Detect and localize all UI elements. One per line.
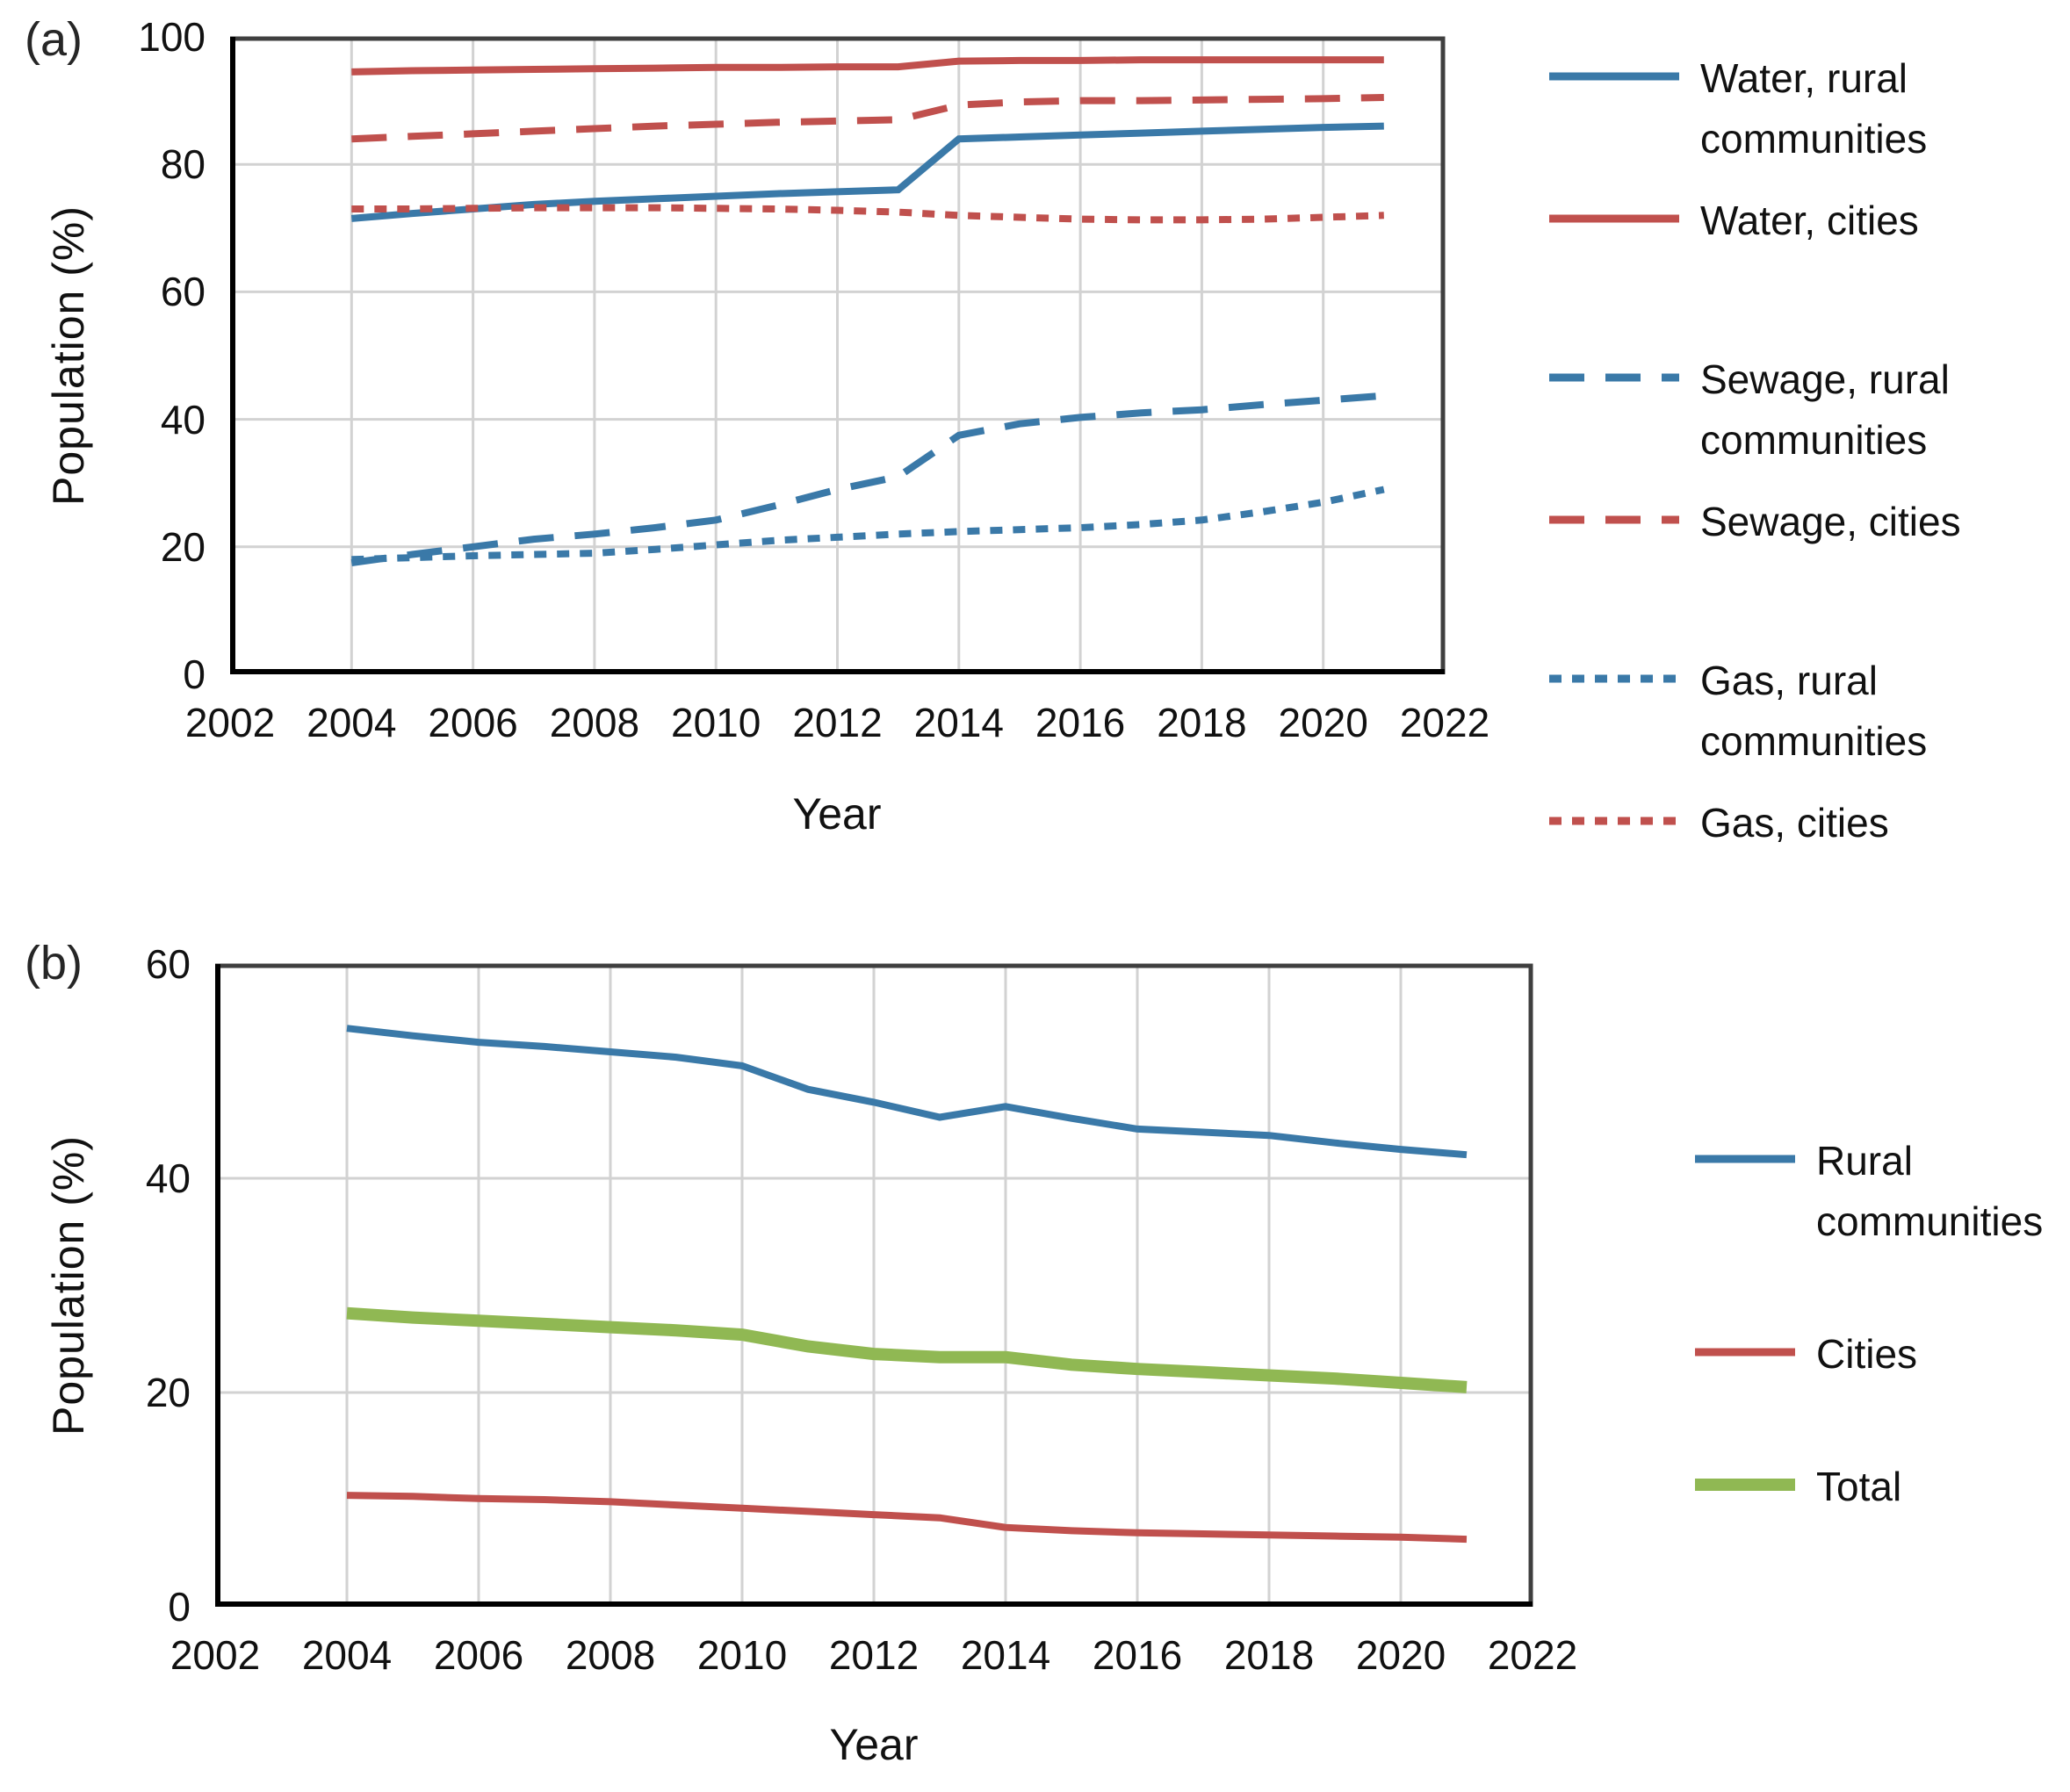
legend-label: Gas, rural communities [1700,658,1928,764]
legend-label: Water, cities [1700,198,1919,243]
legend-entry: Gas, cities [1547,793,2066,853]
y-tick-label: 60 [145,941,191,987]
x-tick-label: 2010 [696,1632,788,1678]
series-line-gas-cities [351,204,1384,224]
legend-entry: Sewage, cities [1547,492,2066,552]
y-tick-label: 20 [160,523,206,570]
x-tick-label: 2016 [1035,700,1126,745]
line-chart-b [215,963,1533,1607]
y-tick-label: 0 [168,1584,191,1630]
series-line-sewage-cities [351,94,1384,143]
legend-entry: Total [1693,1457,2062,1517]
series-line-total [346,1306,1468,1393]
legend-entry: Cities [1693,1324,2062,1385]
panel-a-label: (a) [25,13,83,66]
legend-entry: Water, rural communities [1547,48,2066,169]
x-tick-label: 2008 [565,1632,656,1678]
x-tick-label: 2010 [671,700,761,745]
series-line-gas-rural-communities [351,486,1385,564]
series-line-water-cities [351,56,1384,76]
x-tick-label: 2014 [960,1632,1051,1678]
legend-line-swatch [1695,1155,1795,1163]
legend-label: Sewage, rural communities [1700,356,1950,463]
x-axis-title-a: Year [792,789,882,838]
legend-line-swatch [1549,515,1679,524]
y-axis-title-a: Population (%) [44,205,93,506]
legend-line-swatch [1549,373,1679,382]
legend-entry: Gas, rural communities [1547,651,2066,772]
series-line-cities [346,1492,1468,1544]
legend-line-swatch [1695,1348,1795,1357]
legend-label: Gas, cities [1700,800,1889,846]
legend-line-swatch [1549,72,1679,81]
legend-a: Water, rural communities Water, cities Sewa… [1547,48,2066,874]
legend-line-swatch [1695,1479,1795,1491]
x-tick-label: 2008 [549,700,640,745]
y-tick-label: 80 [160,141,206,188]
legend-label: Sewage, cities [1700,499,1961,544]
y-tick-label: 40 [160,396,206,443]
y-tick-label: 20 [145,1370,191,1415]
x-tick-label: 2006 [433,1632,524,1678]
legend-line-swatch [1549,214,1679,223]
legend-b: Rural communities Cities Total [1693,1131,2062,1538]
x-tick-label: 2004 [301,1632,393,1678]
x-tick-label: 2020 [1278,700,1368,745]
legend-label: Rural communities [1816,1138,2044,1244]
y-tick-label: 60 [160,269,206,315]
y-tick-label: 0 [183,651,206,697]
line-chart-a [230,36,1446,674]
x-tick-label: 2006 [428,700,518,745]
x-tick-label: 2004 [307,700,397,745]
x-tick-label: 2020 [1355,1632,1446,1678]
legend-line-swatch [1549,674,1679,683]
panel-b-label: (b) [25,937,83,990]
x-tick-label: 2012 [828,1632,920,1678]
legend-entry: Water, cities [1547,191,2066,251]
legend-line-swatch [1549,817,1679,825]
x-tick-label: 2022 [1487,1632,1578,1678]
plot-border [215,963,1533,1607]
x-tick-label: 2022 [1399,700,1490,745]
legend-entry: Rural communities [1693,1131,2062,1252]
axis-lines [230,37,1445,674]
legend-label: Cities [1816,1331,1918,1377]
plot-area-a [230,36,1446,674]
y-tick-label: 40 [145,1155,191,1201]
plot-area-b [215,963,1533,1607]
legend-label: Water, rural communities [1700,55,1928,162]
legend-entry: Sewage, rural communities [1547,349,2066,471]
series-line-rural-communities [346,1025,1468,1159]
x-tick-label: 2002 [184,700,276,745]
x-tick-label: 2014 [913,700,1004,745]
x-tick-label: 2018 [1157,700,1247,745]
y-tick-label: 100 [138,14,206,60]
series-line-water-rural-communities [350,122,1384,222]
series-line-sewage-rural-communities [350,392,1385,566]
x-axis-title-b: Year [829,1720,919,1769]
x-tick-label: 2012 [792,700,883,745]
legend-label: Total [1816,1464,1902,1509]
x-tick-label: 2018 [1223,1632,1315,1678]
x-tick-label: 2002 [169,1632,261,1678]
x-tick-label: 2016 [1092,1632,1183,1678]
axis-lines [215,964,1533,1607]
plot-border [230,36,1446,674]
